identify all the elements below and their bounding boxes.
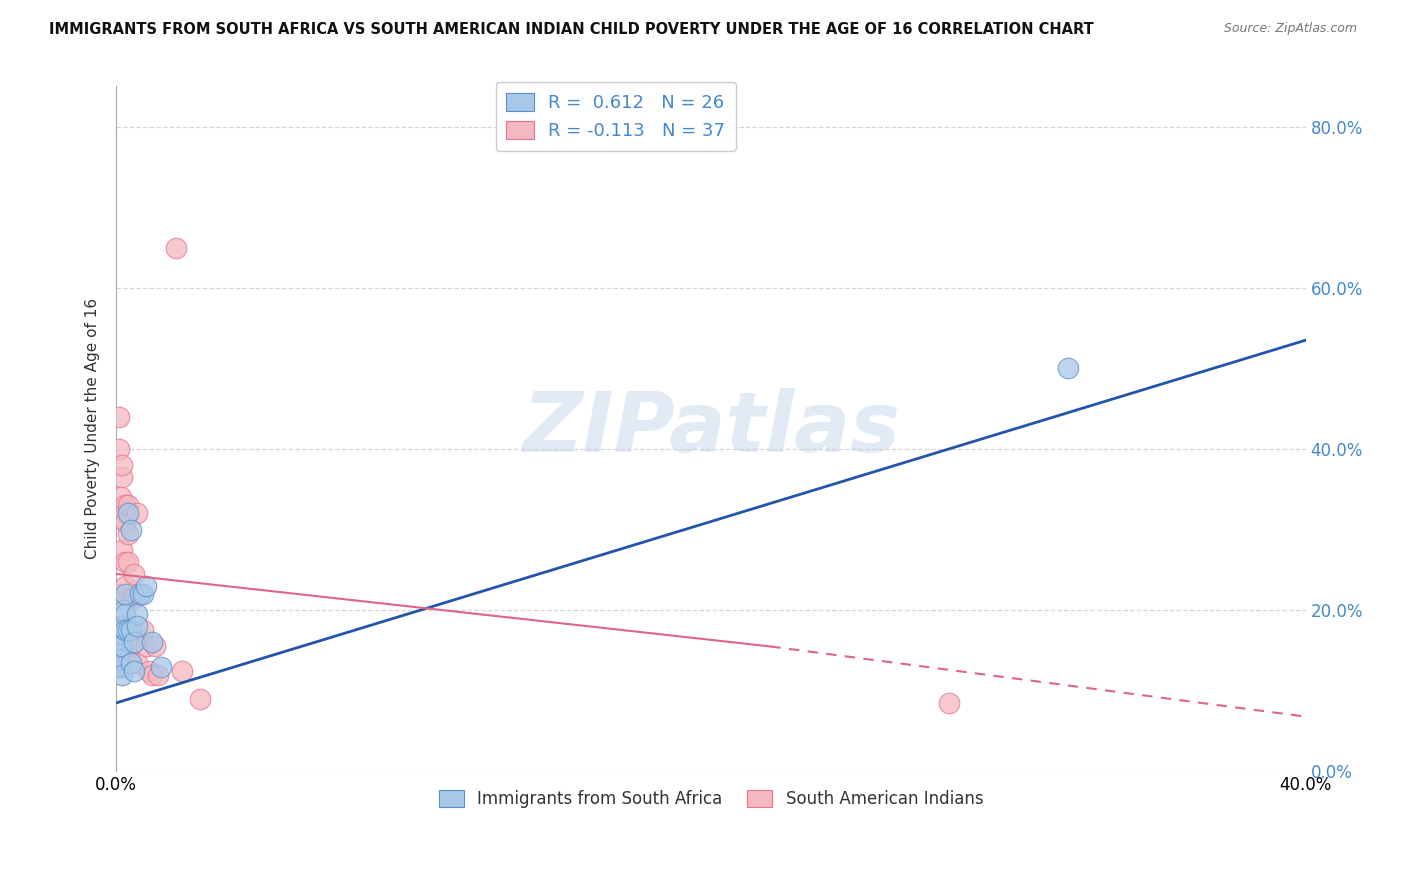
Point xyxy=(138,664,160,678)
Text: ZIPatlas: ZIPatlas xyxy=(522,388,900,469)
Point xyxy=(120,656,142,670)
Point xyxy=(165,241,187,255)
Point xyxy=(122,635,145,649)
Text: IMMIGRANTS FROM SOUTH AFRICA VS SOUTH AMERICAN INDIAN CHILD POVERTY UNDER THE AG: IMMIGRANTS FROM SOUTH AFRICA VS SOUTH AM… xyxy=(49,22,1094,37)
Point xyxy=(110,619,132,633)
Point xyxy=(188,691,211,706)
Point xyxy=(111,458,134,472)
Y-axis label: Child Poverty Under the Age of 16: Child Poverty Under the Age of 16 xyxy=(86,298,100,559)
Point xyxy=(111,667,134,681)
Point xyxy=(112,603,135,617)
Point xyxy=(108,619,131,633)
Point xyxy=(108,587,131,601)
Point xyxy=(125,619,148,633)
Point xyxy=(117,507,139,521)
Legend: Immigrants from South Africa, South American Indians: Immigrants from South Africa, South Amer… xyxy=(432,783,990,814)
Point xyxy=(107,659,129,673)
Point xyxy=(146,667,169,681)
Point xyxy=(114,507,136,521)
Point xyxy=(107,656,129,670)
Point xyxy=(114,555,136,569)
Point xyxy=(117,526,139,541)
Point xyxy=(108,651,131,665)
Point xyxy=(135,579,157,593)
Point xyxy=(120,640,142,654)
Point xyxy=(114,587,136,601)
Point xyxy=(120,624,142,638)
Point xyxy=(114,579,136,593)
Point xyxy=(141,667,163,681)
Point xyxy=(141,635,163,649)
Point xyxy=(170,664,193,678)
Point xyxy=(938,696,960,710)
Point xyxy=(125,656,148,670)
Point xyxy=(108,640,131,654)
Point xyxy=(111,640,134,654)
Point xyxy=(110,491,132,505)
Point xyxy=(114,607,136,622)
Point xyxy=(114,499,136,513)
Point xyxy=(120,640,142,654)
Point xyxy=(1056,361,1078,376)
Point xyxy=(135,640,157,654)
Point xyxy=(132,624,155,638)
Point xyxy=(117,624,139,638)
Point xyxy=(117,499,139,513)
Text: Source: ZipAtlas.com: Source: ZipAtlas.com xyxy=(1223,22,1357,36)
Point xyxy=(111,659,134,673)
Point xyxy=(129,587,152,601)
Point xyxy=(132,587,155,601)
Point xyxy=(108,442,131,456)
Point xyxy=(114,624,136,638)
Point xyxy=(125,607,148,622)
Point xyxy=(120,523,142,537)
Point xyxy=(117,555,139,569)
Point xyxy=(111,470,134,484)
Point xyxy=(149,659,172,673)
Point xyxy=(120,591,142,606)
Point xyxy=(111,542,134,557)
Point xyxy=(143,640,166,654)
Point xyxy=(114,515,136,529)
Point xyxy=(129,587,152,601)
Point xyxy=(108,627,131,641)
Point xyxy=(122,591,145,606)
Point xyxy=(122,566,145,581)
Point xyxy=(108,409,131,424)
Point xyxy=(122,664,145,678)
Point xyxy=(125,507,148,521)
Point xyxy=(111,510,134,524)
